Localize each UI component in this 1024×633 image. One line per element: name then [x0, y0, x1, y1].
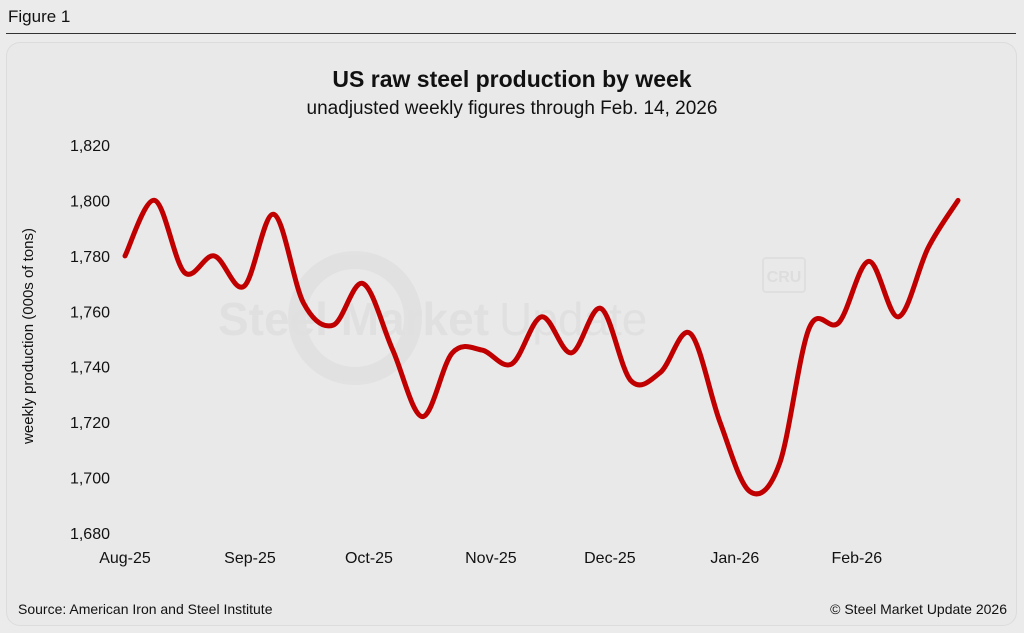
y-tick-label: 1,740 — [70, 360, 110, 377]
chart-subtitle: unadjusted weekly figures through Feb. 1… — [306, 98, 718, 119]
x-tick-label: Oct-25 — [345, 550, 393, 567]
x-tick-label: Nov-25 — [465, 550, 517, 567]
x-tick-label: Dec-25 — [584, 550, 636, 567]
y-tick-label: 1,720 — [70, 415, 110, 432]
figure-label: Figure 1 — [8, 7, 71, 26]
watermark-brand: Steel Market Update — [218, 293, 647, 345]
figure-rule — [6, 33, 1016, 34]
y-tick-label: 1,780 — [70, 249, 110, 266]
cru-badge-icon — [762, 257, 806, 293]
y-tick-label: 1,700 — [70, 471, 110, 488]
x-tick-label: Feb-26 — [831, 550, 882, 567]
source-note: Source: American Iron and Steel Institut… — [18, 601, 273, 617]
watermark-brand-light: Update — [499, 293, 647, 345]
series-group — [122, 197, 961, 497]
chart-card — [6, 42, 1017, 626]
watermark-badge: CRU — [767, 269, 802, 286]
copyright-note: © Steel Market Update 2026 — [830, 601, 1007, 617]
x-tick-label: Jan-26 — [710, 550, 759, 567]
watermark: Steel Market Update CRU — [218, 251, 806, 385]
watermark-brand-bold: Steel Market — [218, 293, 489, 345]
x-tick-label: Aug-25 — [99, 550, 151, 567]
watermark-ring-icon — [288, 251, 422, 385]
chart-title: US raw steel production by week — [332, 66, 692, 92]
y-axis: 1,680 1,700 1,720 1,740 1,760 1,780 1,800 1,820 — [70, 138, 110, 543]
x-tick-label: Sep-25 — [224, 550, 276, 567]
y-axis-label: weekly production (000s of tons) — [20, 228, 37, 445]
y-tick-label: 1,680 — [70, 526, 110, 543]
x-axis: Aug-25 Sep-25 Oct-25 Nov-25 Dec-25 Jan-26 Feb-… — [99, 550, 882, 567]
y-tick-label: 1,760 — [70, 304, 110, 321]
series-line — [122, 197, 961, 497]
y-tick-label: 1,800 — [70, 193, 110, 210]
y-tick-label: 1,820 — [70, 138, 110, 155]
